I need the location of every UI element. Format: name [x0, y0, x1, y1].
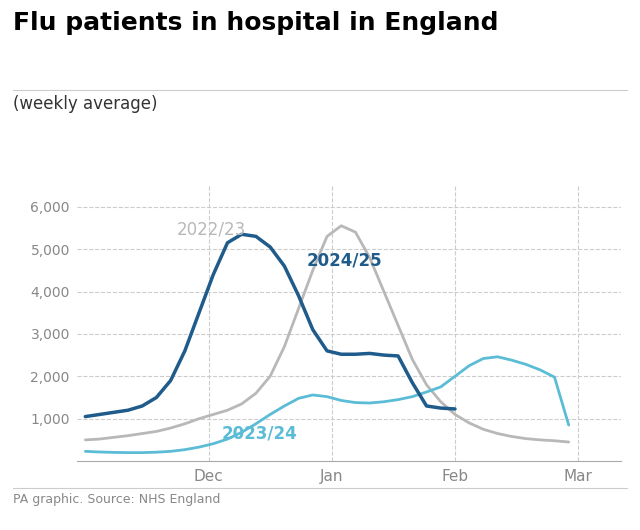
- Text: 2023/24: 2023/24: [222, 425, 298, 443]
- Text: Flu patients in hospital in England: Flu patients in hospital in England: [13, 11, 499, 34]
- Text: 2024/25: 2024/25: [307, 251, 383, 269]
- Text: (weekly average): (weekly average): [13, 95, 157, 113]
- Text: 2022/23: 2022/23: [176, 220, 246, 238]
- Text: PA graphic. Source: NHS England: PA graphic. Source: NHS England: [13, 493, 220, 506]
